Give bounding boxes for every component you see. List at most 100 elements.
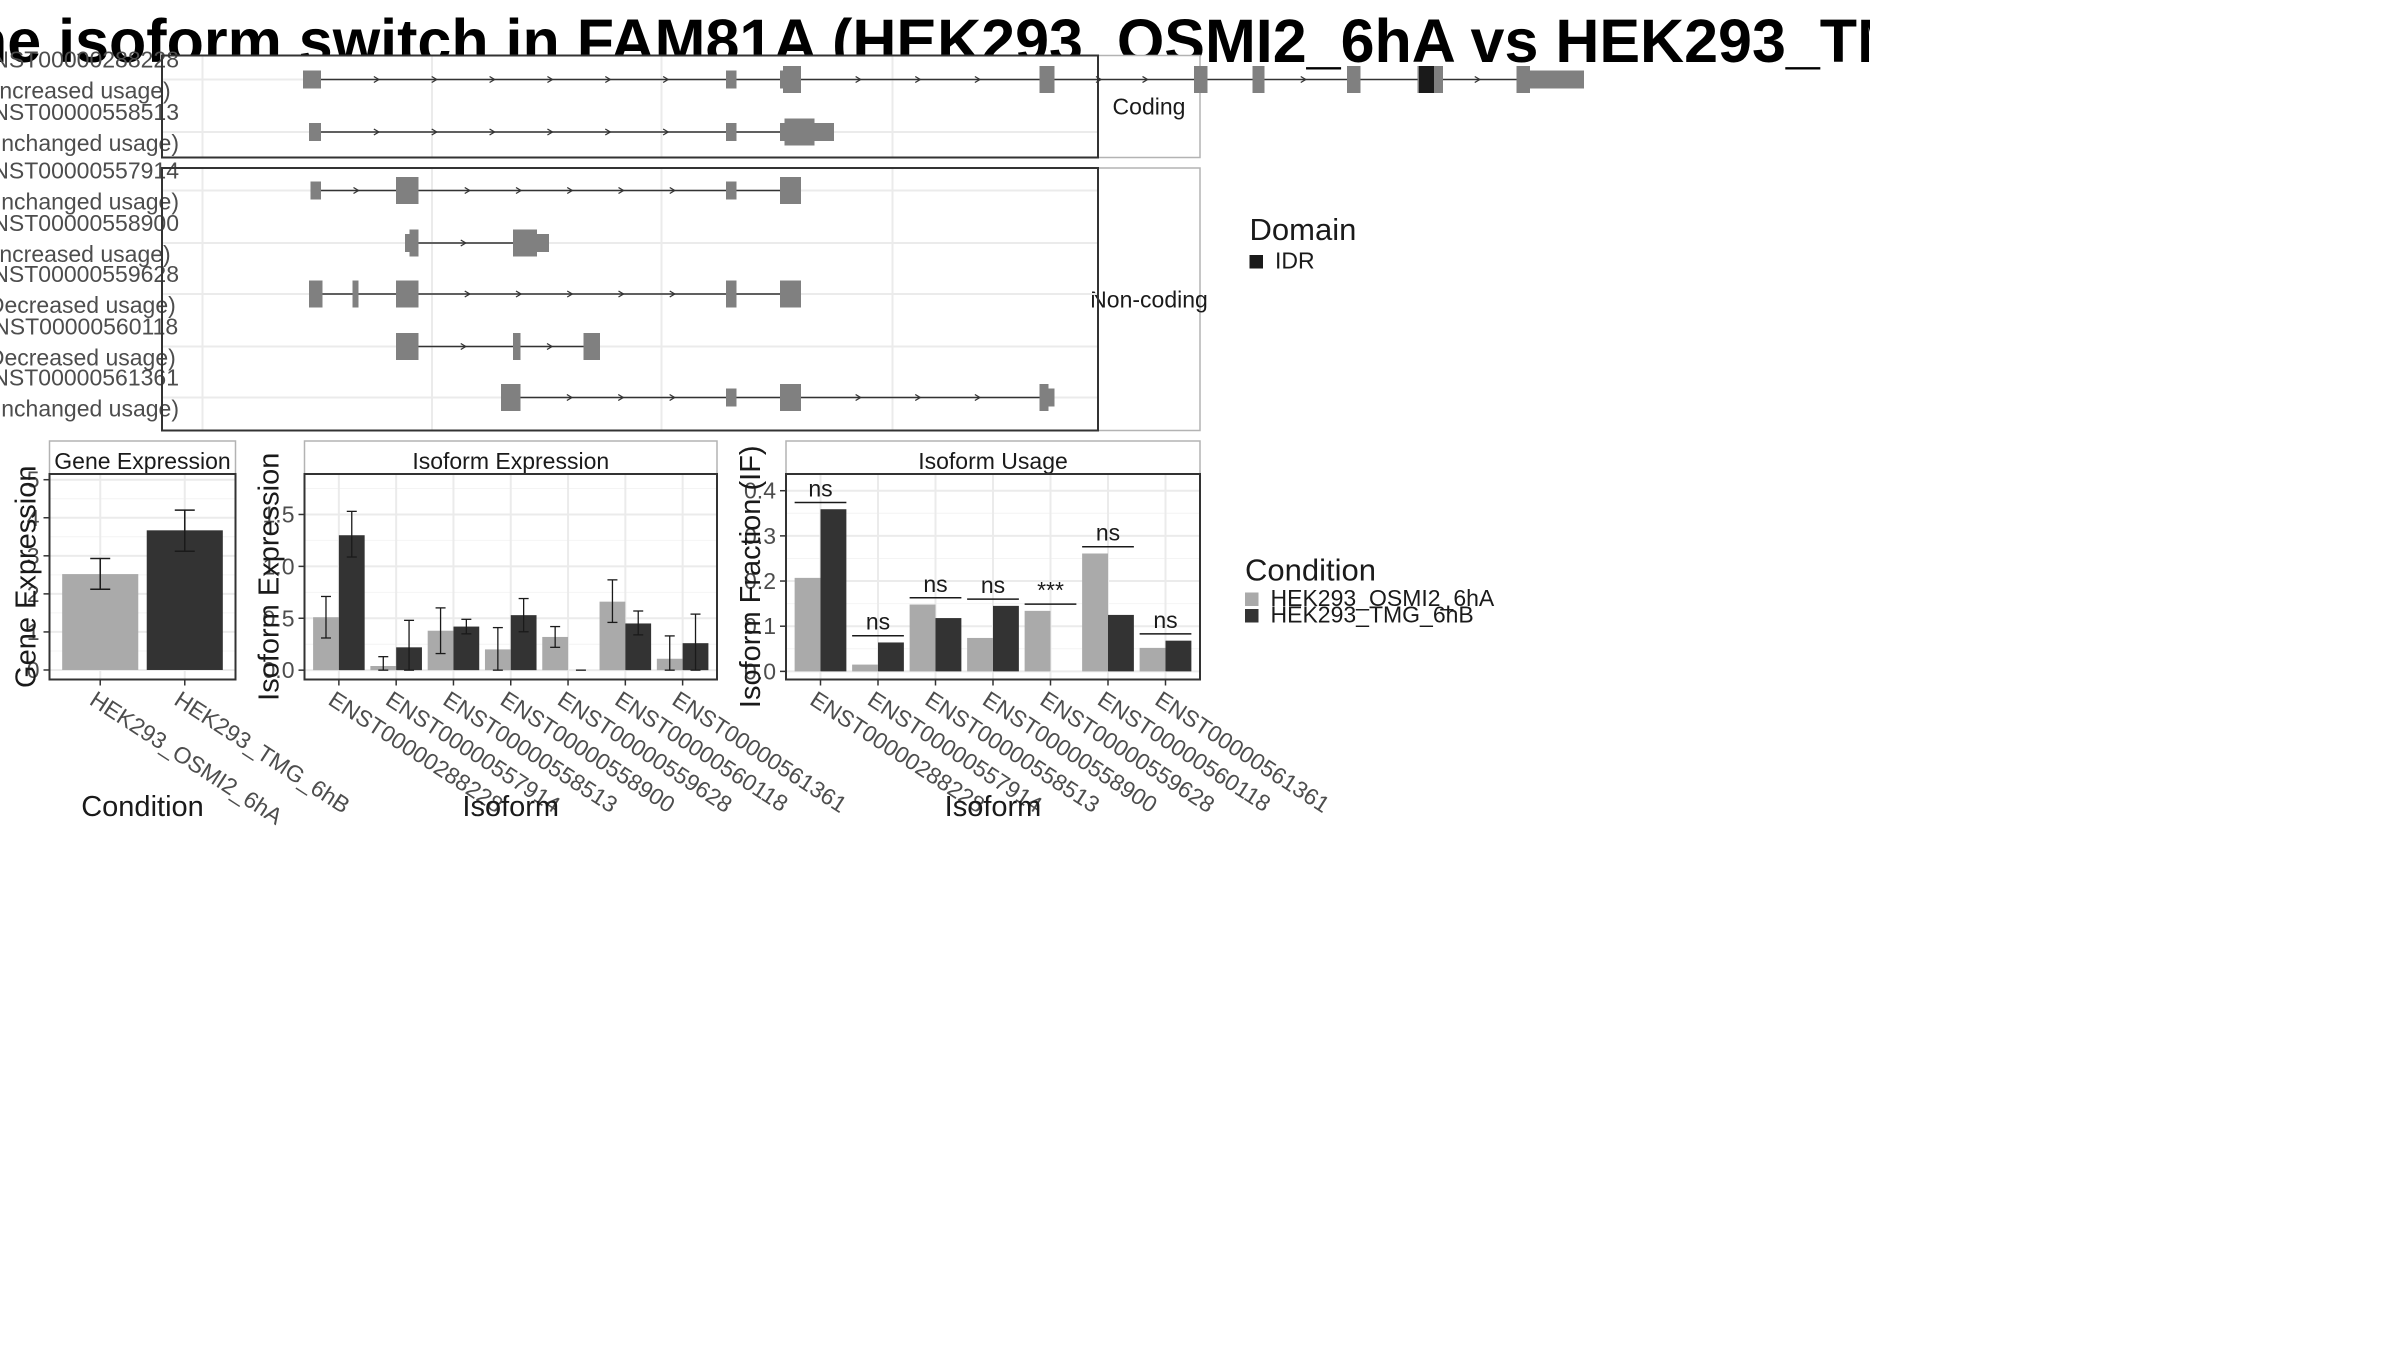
intron-arrow <box>669 393 676 402</box>
gene-expression-bar <box>146 530 223 670</box>
intron-arrow <box>546 342 554 351</box>
exon-block <box>396 177 419 204</box>
transcript-id-label: ENST00000561361 <box>0 365 179 391</box>
intron-arrow <box>1142 75 1149 84</box>
isoform-usage-significance-label: ns <box>923 571 947 597</box>
intron-arrow <box>618 186 625 195</box>
isoform-usage-bar <box>1082 553 1108 672</box>
intron-arrow <box>489 128 496 136</box>
intron-arrow <box>515 186 523 195</box>
gene-expression-bar <box>62 574 139 670</box>
isoform-usage-bar <box>1108 614 1134 672</box>
exon-block <box>309 280 323 308</box>
intron-arrow <box>974 75 982 84</box>
domain-legend-title: Domain <box>1250 212 1357 247</box>
intron-arrow <box>373 75 381 84</box>
gene-expression-x-axis-title: Condition <box>81 791 204 823</box>
exon-block <box>814 123 834 141</box>
condition-legend-swatch-b <box>1245 609 1259 623</box>
exon-block <box>1252 66 1265 93</box>
intron-arrow <box>566 290 574 298</box>
exon-block <box>1048 388 1055 407</box>
gene-expression-ytick-label: 1 <box>27 619 40 645</box>
exon-block <box>726 70 737 89</box>
structure-strip-non-coding <box>1097 167 1201 432</box>
isoform-usage-panel-border <box>785 473 1201 681</box>
transcript-usage-label: (Unchanged usage) <box>0 130 179 156</box>
isoform-expression-y-axis-title: Isoform Expression <box>254 453 286 701</box>
gene-expression-ytick-label: 5 <box>27 467 40 493</box>
intron-arrow <box>618 290 625 298</box>
condition-legend-swatch-a <box>1245 592 1259 606</box>
structure-panel-bg-coding <box>162 55 1098 158</box>
exon-block <box>780 177 801 204</box>
isoform-expression-ytick-label: 1.5 <box>263 501 295 527</box>
exon-block <box>396 333 419 360</box>
exon-block <box>1530 70 1584 89</box>
exon-block <box>1516 66 1530 93</box>
transcript-id-label: ENST00000288228 <box>0 47 179 73</box>
isoform-usage-ytick-label: 0.3 <box>744 523 776 549</box>
intron-arrow <box>460 342 468 351</box>
transcript-id-label: ENST00000558513 <box>0 99 179 125</box>
structure-strip-label: Non-coding <box>1090 286 1208 312</box>
intron-arrow <box>373 128 381 136</box>
intron-arrow <box>855 75 862 84</box>
intron-arrow <box>566 186 574 195</box>
intron-arrow <box>974 393 982 402</box>
isoform-usage-bar <box>1165 640 1192 672</box>
isoform-usage-significance-label: *** <box>1037 577 1064 603</box>
intron-arrow <box>1474 75 1482 84</box>
condition-legend-label-a: HEK293_OSMI2_6hA <box>1271 585 1495 611</box>
gene-expression-ytick-label: 4 <box>27 505 40 531</box>
exon-block <box>780 280 801 308</box>
exon-block <box>1039 384 1049 411</box>
isoform-usage-bar <box>1139 647 1166 672</box>
exon-block <box>1039 66 1055 93</box>
intron-arrow <box>515 290 523 298</box>
intron-arrow <box>669 186 677 195</box>
transcript-usage-label: (Unchanged usage) <box>0 396 179 422</box>
gene-expression-ytick-label: 0 <box>27 657 40 683</box>
isoform-usage-strip <box>785 440 1201 475</box>
exon-block <box>726 280 737 308</box>
intron-arrow <box>464 290 472 298</box>
isoform-usage-significance-label: ns <box>1153 607 1177 633</box>
exon-block <box>583 333 600 360</box>
exon-block <box>726 123 737 141</box>
isoform-usage-bar <box>820 509 847 672</box>
gene-expression-strip <box>48 440 237 475</box>
transcript-id-label: ENST00000558900 <box>0 210 179 236</box>
exon-block <box>1194 66 1208 93</box>
isoform-usage-bar <box>993 605 1019 672</box>
intron-arrow <box>460 239 468 247</box>
exon-block <box>780 70 783 89</box>
transcript-id-label: ENST00000559628 <box>0 261 179 287</box>
isoform-usage-bar <box>878 642 904 672</box>
idr-legend-swatch <box>1249 255 1263 269</box>
gene-expression-ytick-label: 2 <box>27 581 40 607</box>
isoform-usage-strip-title: Isoform Usage <box>918 448 1068 474</box>
condition-legend-label-b: HEK293_TMG_6hB <box>1271 602 1474 628</box>
structure-strip-label: Coding <box>1113 94 1186 120</box>
intron-arrow <box>489 75 496 84</box>
exon-block <box>309 123 321 141</box>
isoform-usage-x-axis-title: Isoform <box>945 791 1042 823</box>
isoform-expression-bar <box>338 535 365 671</box>
isoform-usage-significance-label: ns <box>1096 520 1120 546</box>
structure-panel-border-non-coding <box>161 167 1099 432</box>
isoform-expression-ytick-label: 0.0 <box>263 657 295 683</box>
structure-panel-bg-non-coding <box>162 168 1098 431</box>
isoform-usage-bar <box>909 604 936 672</box>
gene-expression-y-axis-title: Gene Expression <box>11 466 43 688</box>
intron-arrow <box>662 128 670 136</box>
isoform-expression-strip-title: Isoform Expression <box>412 448 609 474</box>
intron-arrow <box>431 75 438 84</box>
structure-panel-border-coding <box>161 54 1099 159</box>
transcript-id-label: ENST00000560118 <box>0 314 178 340</box>
exon-block <box>352 280 359 308</box>
isoform-usage-bar <box>1024 610 1051 672</box>
isoform-usage-ytick-label: 0.0 <box>744 658 776 684</box>
exon-block <box>784 118 815 146</box>
